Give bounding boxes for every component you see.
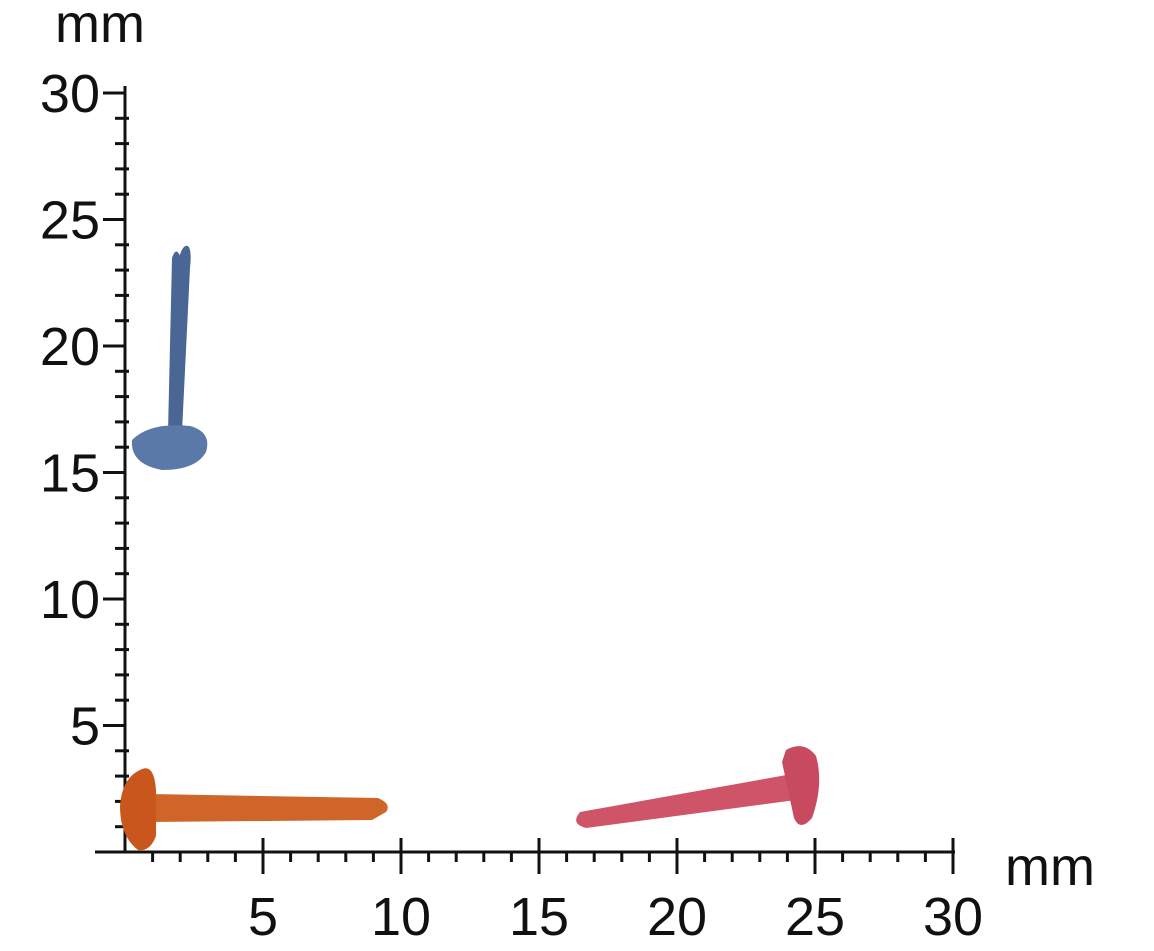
x-unit: mm — [1005, 837, 1095, 897]
y-tick-label: 5 — [70, 697, 100, 757]
y-unit: mm — [55, 0, 145, 54]
x-tick-label: 5 — [248, 887, 278, 947]
y-tick-label: 30 — [40, 64, 100, 124]
x-tick-label: 15 — [509, 887, 569, 947]
x-tick-label: 30 — [923, 887, 983, 947]
brad-head — [131, 425, 208, 470]
brad-head — [782, 746, 820, 825]
y-tick-label: 15 — [40, 444, 100, 504]
red-brad — [576, 746, 820, 828]
x-tick-label: 10 — [371, 887, 431, 947]
x-tick-label: 20 — [647, 887, 707, 947]
y-tick-label: 25 — [40, 191, 100, 251]
x-tick-label: 25 — [785, 887, 845, 947]
blue-brad — [131, 245, 208, 470]
orange-brad — [120, 768, 388, 851]
brad-shaft — [150, 794, 388, 822]
brad-head — [120, 768, 156, 851]
y-tick-label: 10 — [40, 570, 100, 630]
brad-shaft — [168, 245, 191, 432]
brad-shaft — [576, 774, 796, 828]
y-tick-label: 20 — [40, 317, 100, 377]
ruler-ticks — [103, 91, 955, 874]
